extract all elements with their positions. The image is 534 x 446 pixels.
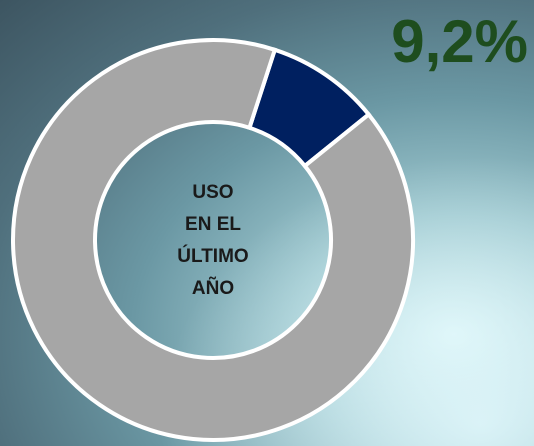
value-label: 9,2% <box>391 8 528 75</box>
center-label: EN EL <box>185 214 241 235</box>
center-label: AÑO <box>192 277 234 299</box>
chart: 9,2% USO EN EL ÚLTIMO AÑO <box>0 0 534 446</box>
center-label: USO <box>192 182 233 203</box>
page: 9,2% USO EN EL ÚLTIMO AÑO <box>0 0 534 446</box>
center-label: ÚLTIMO <box>177 245 248 267</box>
